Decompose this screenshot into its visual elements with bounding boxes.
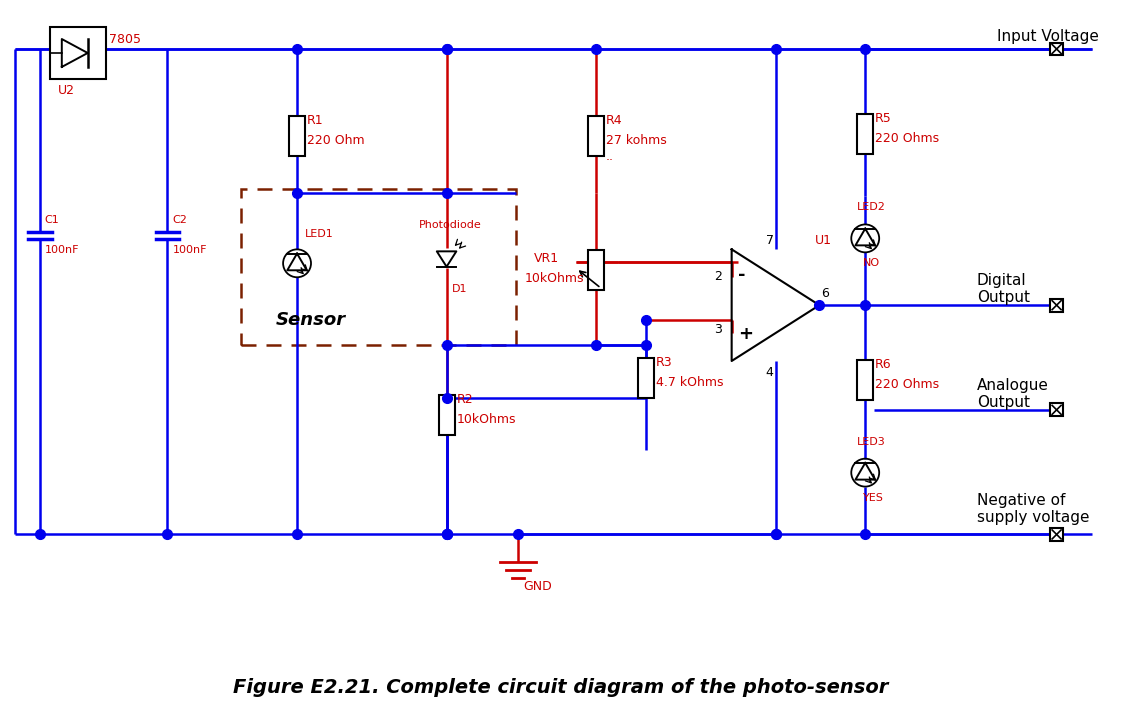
Bar xyxy=(242,189,516,345)
Text: R1: R1 xyxy=(307,114,324,127)
Text: D1: D1 xyxy=(452,284,468,294)
Text: -: - xyxy=(737,266,745,284)
Text: Output: Output xyxy=(977,290,1030,305)
Text: 27 kohms: 27 kohms xyxy=(606,134,667,147)
Text: ..: .. xyxy=(606,150,614,163)
Text: +: + xyxy=(737,325,753,343)
Text: 3: 3 xyxy=(714,323,722,336)
Text: VR1: VR1 xyxy=(534,252,560,265)
Text: 4.7 kOhms: 4.7 kOhms xyxy=(656,376,724,389)
Text: 10kOhms: 10kOhms xyxy=(456,413,516,426)
Text: Output: Output xyxy=(977,395,1030,410)
Text: LED2: LED2 xyxy=(858,202,886,212)
Text: Digital: Digital xyxy=(977,273,1026,288)
Text: Photodiode: Photodiode xyxy=(418,220,481,230)
Bar xyxy=(49,27,106,79)
Text: R2: R2 xyxy=(456,393,473,406)
Bar xyxy=(438,395,454,435)
Bar xyxy=(858,360,873,400)
Bar xyxy=(858,114,873,153)
Text: 220 Ohms: 220 Ohms xyxy=(876,132,940,145)
Bar xyxy=(588,251,604,290)
Text: 6: 6 xyxy=(822,287,830,300)
Text: NO: NO xyxy=(863,258,880,269)
Text: 4: 4 xyxy=(765,366,773,379)
Text: Negative of: Negative of xyxy=(977,492,1066,508)
Bar xyxy=(289,116,305,156)
Text: U1: U1 xyxy=(815,235,832,248)
Text: YES: YES xyxy=(863,492,885,503)
Text: C2: C2 xyxy=(172,215,188,225)
Text: U2: U2 xyxy=(57,84,75,97)
Text: R5: R5 xyxy=(876,112,892,125)
Bar xyxy=(1050,42,1063,55)
Text: 100nF: 100nF xyxy=(45,246,80,256)
Text: R6: R6 xyxy=(876,358,891,371)
Text: supply voltage: supply voltage xyxy=(977,510,1089,526)
Text: Analogue: Analogue xyxy=(977,378,1049,393)
Text: R3: R3 xyxy=(656,356,672,369)
Text: GND: GND xyxy=(524,580,552,593)
Text: 220 Ohm: 220 Ohm xyxy=(307,134,364,147)
Text: Figure E2.21. Complete circuit diagram of the photo-sensor: Figure E2.21. Complete circuit diagram o… xyxy=(233,678,888,697)
Text: 7: 7 xyxy=(765,235,773,248)
Bar xyxy=(588,116,604,156)
Bar xyxy=(1050,299,1063,312)
Text: C1: C1 xyxy=(45,215,60,225)
Text: Sensor: Sensor xyxy=(277,311,346,329)
Text: Input Voltage: Input Voltage xyxy=(997,29,1098,44)
Text: 220 Ohms: 220 Ohms xyxy=(876,378,940,391)
Text: R4: R4 xyxy=(606,114,623,127)
Text: 10kOhms: 10kOhms xyxy=(524,272,583,285)
Bar xyxy=(1050,528,1063,541)
Text: LED3: LED3 xyxy=(858,437,886,446)
Text: 2: 2 xyxy=(714,270,722,283)
Bar xyxy=(1050,403,1063,416)
Text: 100nF: 100nF xyxy=(172,246,207,256)
Bar xyxy=(638,358,654,398)
Text: LED1: LED1 xyxy=(305,230,334,239)
Text: 7805: 7805 xyxy=(109,33,140,46)
